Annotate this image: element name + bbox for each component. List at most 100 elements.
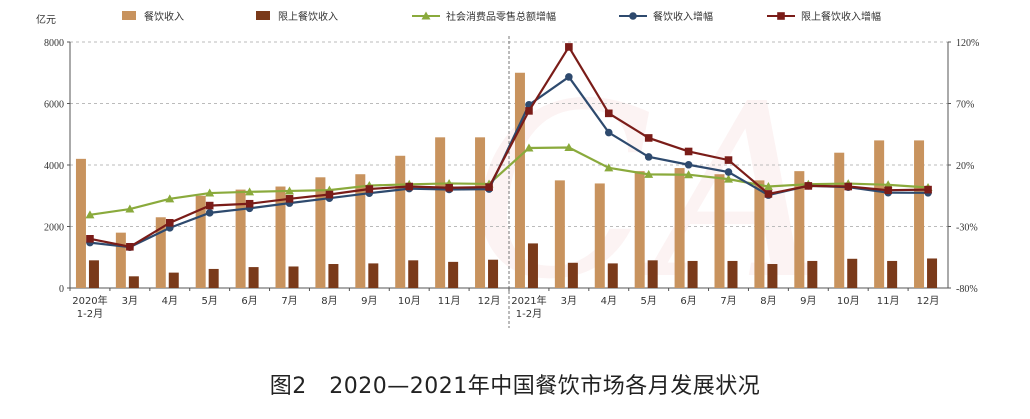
y-right-tick-label: 70% (956, 100, 974, 111)
point (884, 186, 892, 195)
bar (155, 217, 166, 288)
x-tick-label: 6月 (680, 295, 696, 307)
bar (794, 171, 805, 288)
point (126, 242, 134, 251)
lines (85, 43, 933, 251)
bar (408, 260, 419, 288)
point (285, 195, 294, 203)
bar (874, 140, 885, 288)
bar (328, 264, 339, 288)
point (604, 163, 614, 172)
legend-label: 限上餐饮收入 (278, 10, 338, 23)
x-tick-label: 8月 (321, 295, 337, 307)
x-tick-label: 10月 (398, 295, 421, 307)
x-tick-label: 5月 (201, 295, 217, 307)
x-tick-label: 7月 (281, 295, 297, 307)
y-right-tick-label: 120% (956, 38, 979, 49)
bar (834, 152, 845, 288)
bar (927, 258, 938, 288)
bar (88, 260, 99, 288)
bar (475, 137, 486, 288)
point (724, 168, 733, 176)
y-left-tick-label: 4000 (44, 161, 64, 172)
point (85, 210, 95, 219)
bar (767, 264, 778, 288)
point (644, 169, 654, 178)
y-right-tick-label: -80% (956, 284, 978, 295)
point (763, 182, 773, 191)
point (86, 235, 94, 243)
point (684, 160, 693, 169)
point (804, 182, 813, 190)
bar (514, 72, 525, 288)
legend-label: 餐饮收入增幅 (653, 10, 713, 23)
legend-swatch (122, 11, 136, 20)
y-left-tick-label: 0 (59, 284, 64, 295)
point (205, 209, 214, 217)
legend-swatch (256, 11, 270, 20)
legend-marker (777, 12, 785, 20)
series-line (89, 146, 929, 216)
point (604, 128, 613, 137)
bar (754, 180, 765, 288)
bar (634, 171, 645, 288)
bar (168, 272, 179, 288)
chart: CA 02000400060008000-80%-30%20%70%120%20… (36, 10, 979, 332)
point (924, 185, 932, 194)
point (764, 190, 773, 198)
point (485, 183, 493, 191)
bar (315, 177, 326, 288)
legend: 餐饮收入 限上餐饮收入 社会消费品零售总额增幅 餐饮收入增幅 限上餐饮收入增幅 (122, 10, 881, 23)
y-left-tick-label: 8000 (44, 38, 64, 49)
legend-marker (421, 11, 431, 20)
point (125, 204, 135, 213)
point (644, 153, 653, 161)
point (644, 134, 653, 142)
bar (208, 268, 219, 288)
bar (435, 137, 446, 288)
legend-label: 餐饮收入 (144, 10, 184, 23)
point (245, 187, 255, 196)
point (405, 182, 414, 191)
point (445, 183, 453, 192)
x-tick-label: 4月 (162, 295, 178, 307)
bar (355, 174, 366, 288)
x-tick-label: 3月 (122, 295, 138, 307)
point (525, 107, 533, 115)
bar (607, 263, 618, 288)
x-tick-label: 6月 (241, 295, 257, 307)
bar (554, 180, 565, 288)
bar (687, 260, 698, 288)
point (325, 190, 334, 199)
bar (448, 261, 459, 288)
point (365, 185, 374, 193)
point (844, 182, 853, 191)
x-tick-label: 2020年 (72, 294, 107, 307)
point (565, 43, 573, 51)
x-tick-label: 3月 (561, 295, 577, 307)
series-line (89, 44, 929, 248)
x-tick-label: 1-2月 (77, 308, 103, 320)
bar (807, 260, 818, 288)
bar (75, 158, 86, 288)
bar (847, 258, 858, 288)
bar (887, 260, 898, 288)
point (565, 73, 573, 81)
legend-label: 社会消费品零售总额增幅 (446, 10, 556, 23)
bar (275, 186, 286, 288)
bar (714, 174, 725, 288)
point (724, 174, 733, 183)
x-tick-label: 7月 (720, 295, 736, 307)
point (165, 194, 175, 203)
bar (727, 260, 738, 288)
bar (128, 276, 139, 288)
y-left-tick-label: 2000 (44, 223, 64, 234)
x-tick-label: 11月 (438, 295, 461, 307)
point (604, 109, 613, 118)
bar (594, 183, 605, 288)
x-tick-label: 12月 (478, 295, 501, 307)
bar (395, 155, 406, 288)
bars (75, 72, 938, 288)
legend-label: 限上餐饮收入增幅 (801, 10, 881, 23)
point (684, 147, 693, 156)
